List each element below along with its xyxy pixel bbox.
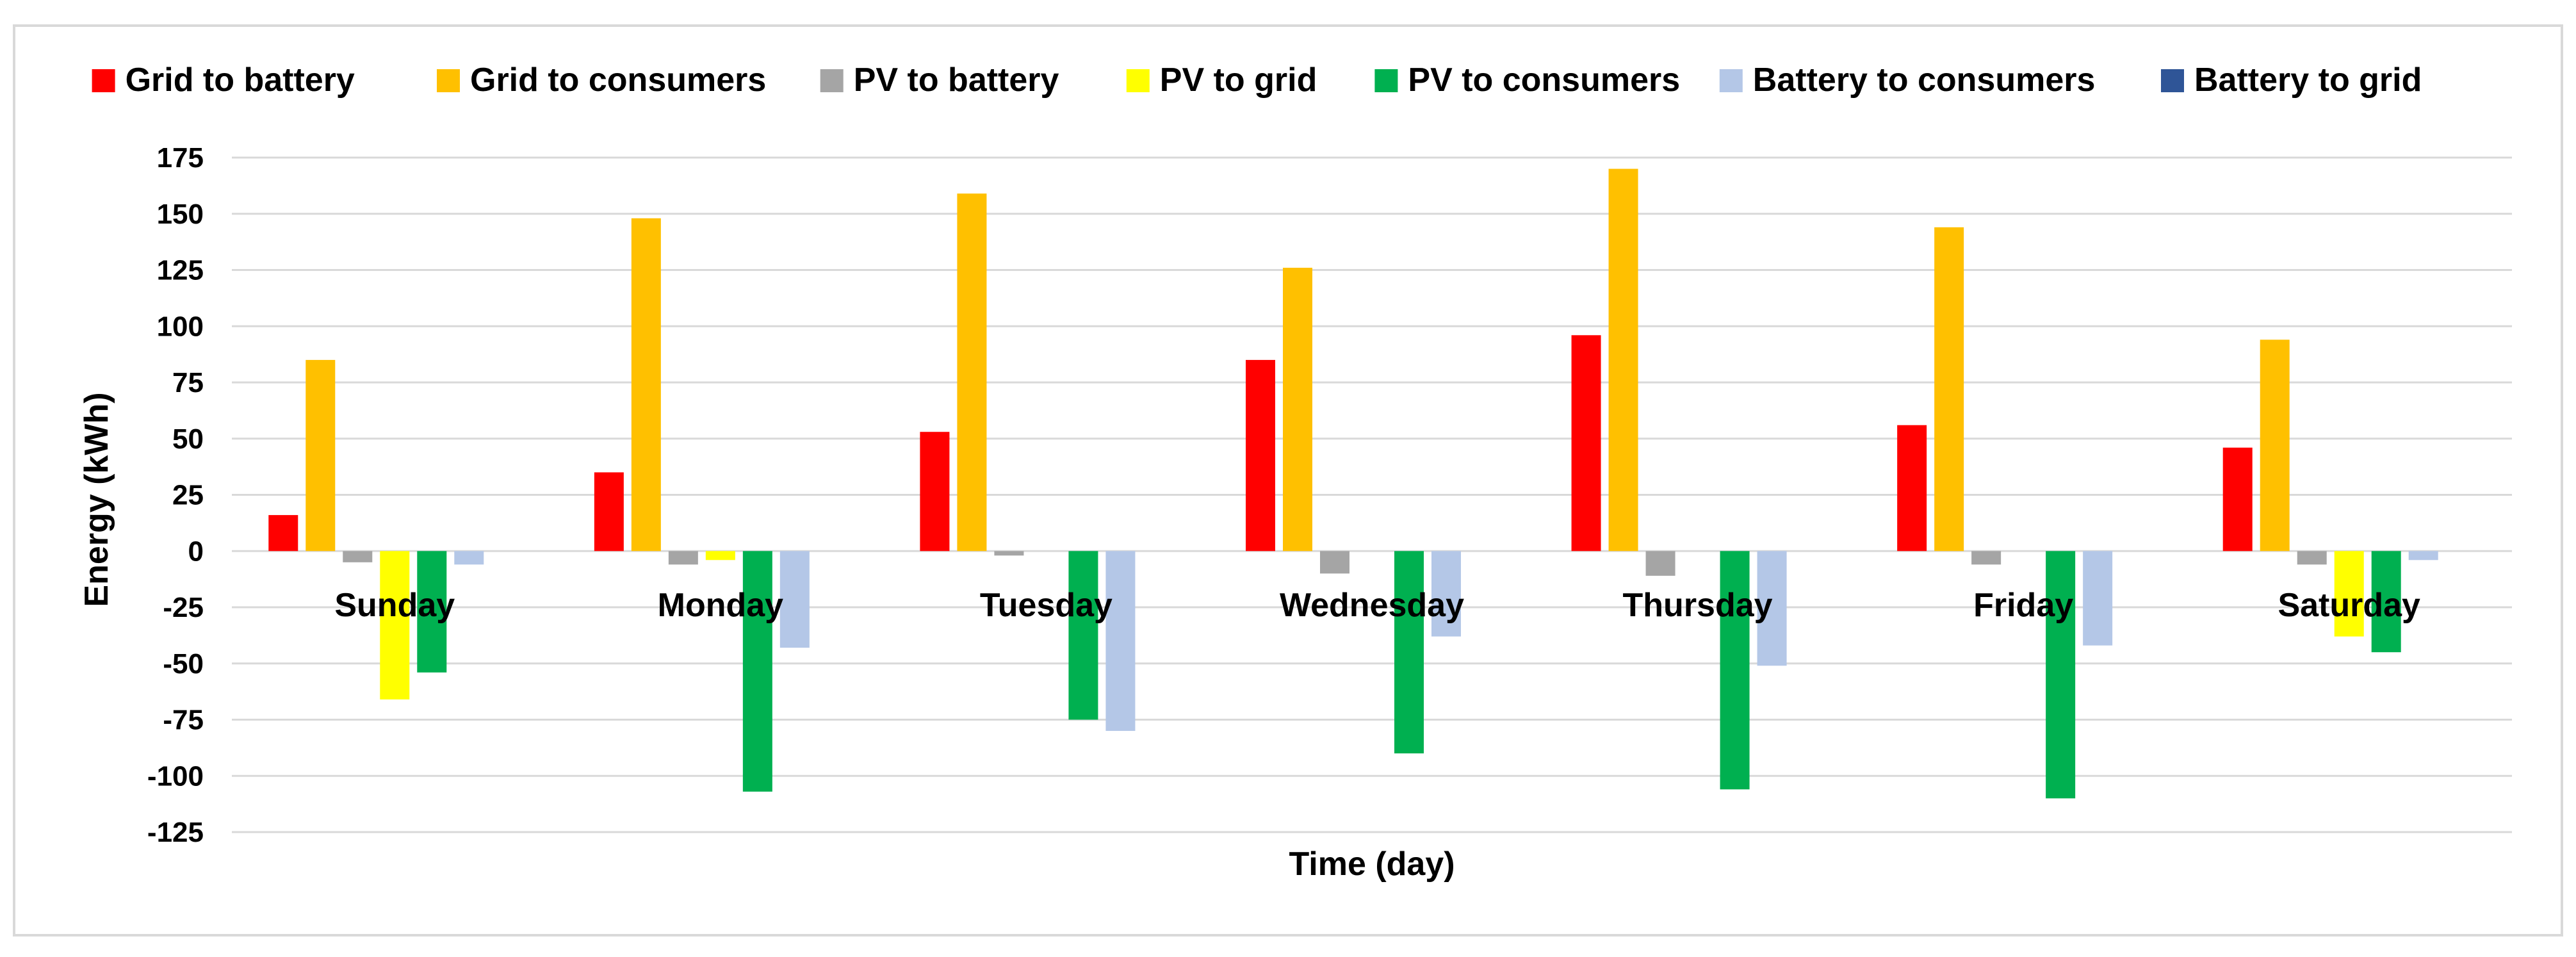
legend-swatch	[1719, 69, 1743, 92]
bar	[2371, 551, 2401, 653]
bar	[380, 551, 410, 699]
y-tick-label: -100	[147, 760, 204, 792]
bar	[1608, 168, 1638, 552]
category-label: Sunday	[334, 587, 455, 624]
bar	[1068, 551, 1098, 720]
bar	[2334, 551, 2364, 637]
bar	[631, 218, 661, 552]
bar	[1934, 227, 1964, 552]
y-tick-label: 25	[172, 480, 204, 511]
bar	[705, 551, 735, 560]
legend-label: Battery to grid	[2194, 61, 2422, 99]
x-axis-title: Time (day)	[1289, 846, 1455, 883]
bar	[2222, 447, 2253, 552]
bar	[742, 551, 772, 792]
legend-label: Battery to consumers	[1753, 61, 2096, 99]
bar	[1971, 551, 2001, 565]
bar	[1283, 267, 1312, 552]
bar	[1394, 551, 1424, 754]
bar	[1571, 335, 1601, 552]
category-label: Friday	[1973, 587, 2073, 624]
legend-swatch	[1374, 69, 1398, 92]
bar	[1645, 551, 1675, 576]
y-tick-label: 100	[157, 311, 204, 342]
category-label: Saturday	[2278, 587, 2420, 624]
y-tick-label: -75	[163, 705, 204, 736]
y-axis-tick-labels: 175 150 125 100 75 50 25 0 -25 -50 -75 -100 -125	[147, 142, 204, 848]
y-tick-label: -125	[147, 817, 204, 848]
legend-item: PV to battery	[820, 61, 1059, 99]
y-tick-label: -25	[163, 592, 204, 623]
legend-item: PV to consumers	[1374, 61, 1680, 99]
legend-label: PV to consumers	[1408, 61, 1680, 99]
y-tick-label: 50	[172, 423, 204, 455]
bar	[1757, 551, 1787, 666]
bar	[920, 432, 950, 552]
y-tick-label: 150	[157, 199, 204, 230]
legend-label: Grid to battery	[126, 61, 355, 99]
legend-swatch	[1126, 69, 1150, 92]
bar	[668, 551, 698, 565]
bar	[1246, 359, 1275, 552]
y-tick-label: 0	[188, 536, 204, 567]
x-axis-category-labels: Sunday Monday Tuesday Wednesday Thursday Frid…	[334, 587, 2420, 624]
bar	[2260, 339, 2290, 552]
y-tick-label: 175	[157, 142, 204, 174]
legend-swatch	[820, 69, 844, 92]
bar	[268, 515, 298, 552]
y-axis-title: Energy (kWh)	[78, 392, 115, 607]
legend-item: Grid to battery	[92, 61, 355, 99]
bar	[779, 551, 810, 648]
legend-label: Grid to consumers	[470, 61, 766, 99]
bar	[343, 551, 373, 562]
category-label: Monday	[658, 587, 784, 624]
bar	[2297, 551, 2327, 565]
legend-label: PV to grid	[1160, 61, 1317, 99]
bar	[454, 551, 484, 565]
bars	[268, 168, 2438, 799]
bar	[306, 359, 336, 552]
bar	[1320, 551, 1349, 574]
category-label: Wednesday	[1280, 587, 1464, 624]
legend-item: Battery to grid	[2161, 61, 2422, 99]
legend-swatch	[92, 69, 115, 92]
bar	[2083, 551, 2113, 646]
legend: Grid to battery Grid to consumers PV to ba…	[92, 61, 2422, 99]
bar	[1897, 425, 1927, 552]
legend-item: Battery to consumers	[1719, 61, 2096, 99]
bar	[1720, 551, 1750, 790]
bar	[417, 551, 447, 673]
bar	[957, 193, 987, 552]
bar	[1105, 551, 1136, 732]
category-label: Thursday	[1623, 587, 1773, 624]
y-tick-label: -50	[163, 648, 204, 680]
bar	[994, 551, 1024, 556]
legend-label: PV to battery	[854, 61, 1059, 99]
category-label: Tuesday	[980, 587, 1113, 624]
legend-item: Grid to consumers	[437, 61, 766, 99]
bar	[1431, 551, 1461, 637]
bar	[2408, 551, 2438, 560]
bar	[2046, 551, 2076, 799]
bar	[594, 472, 624, 552]
legend-item: PV to grid	[1126, 61, 1317, 99]
legend-swatch	[437, 69, 460, 92]
y-tick-label: 125	[157, 255, 204, 286]
y-tick-label: 75	[172, 367, 204, 398]
legend-swatch	[2161, 69, 2184, 92]
